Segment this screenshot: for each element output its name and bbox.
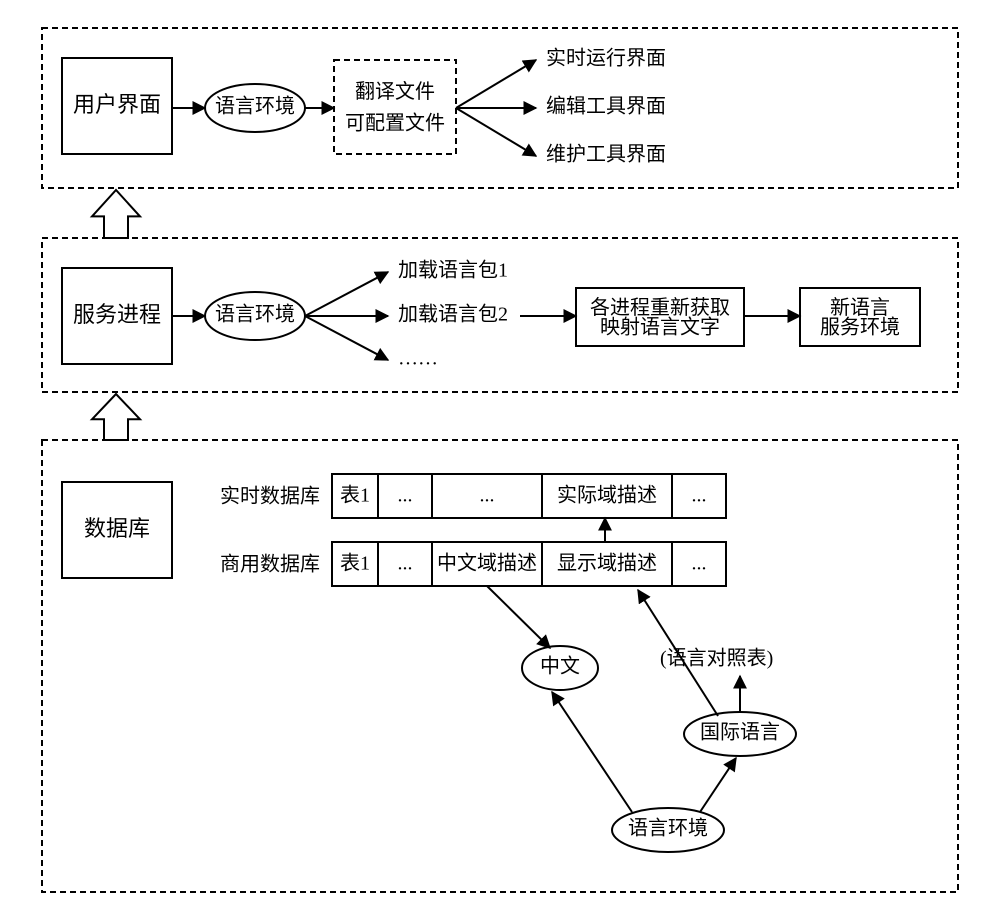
rt-table-cell-2-label: ... (480, 485, 495, 507)
cm-table-cell-1-label: ... (398, 553, 413, 575)
fanout-top-label-0: 实时运行界面 (546, 47, 666, 70)
box-database-label: 数据库 (84, 516, 150, 541)
rt-table-cell-3-label: 实际域描述 (557, 484, 657, 507)
dashed-files-line1: 可配置文件 (345, 111, 445, 134)
cm-table-cell-4-label: ... (692, 553, 707, 575)
fanout-mid-label-0: 加载语言包1 (398, 259, 508, 282)
ellipse-lang-env-mid-label: 语言环境 (215, 303, 295, 326)
rt-db-label: 实时数据库 (220, 485, 320, 508)
fanout-mid-label-1: 加载语言包2 (398, 303, 508, 326)
ellipse-lang-env-bot-label: 语言环境 (628, 817, 708, 840)
ellipse-lang-env-top-label: 语言环境 (215, 95, 295, 118)
arrow-fanout-mid-2 (305, 316, 388, 360)
ellipse-intl-label: 国际语言 (700, 721, 780, 744)
dashed-files-line0: 翻译文件 (355, 80, 435, 103)
cm-table-cell-2-label: 中文域描述 (437, 552, 537, 575)
arrow-fanout-mid-0 (305, 272, 388, 316)
arrow-cn-to-display (487, 586, 550, 648)
big-arrow-1 (92, 190, 140, 238)
panel-bottom (42, 440, 958, 892)
fanout-top-label-2: 维护工具界面 (546, 143, 666, 166)
box-new-env-line1: 服务环境 (820, 315, 900, 338)
box-proc-line1: 映射语言文字 (600, 315, 720, 338)
box-service-process-label: 服务进程 (73, 302, 161, 327)
cm-table-cell-3-label: 显示域描述 (557, 552, 657, 575)
dashed-files (334, 60, 456, 154)
ellipse-zh-label: 中文 (540, 655, 580, 678)
arrow-fanout-top-0 (456, 60, 536, 108)
cm-db-label: 商用数据库 (220, 553, 320, 576)
rt-table-cell-4-label: ... (692, 485, 707, 507)
rt-table-cell-1-label: ... (398, 485, 413, 507)
rt-table-cell-0-label: 表1 (340, 484, 370, 507)
big-arrow-2 (92, 394, 140, 440)
arrow-fanout-top-2 (456, 108, 536, 156)
arrow-env-to-intl (700, 758, 736, 812)
cm-table-cell-0-label: 表1 (340, 552, 370, 575)
fanout-mid-label-2: …… (398, 348, 438, 370)
fanout-top-label-1: 编辑工具界面 (546, 95, 666, 118)
box-user-interface-label: 用户界面 (73, 92, 161, 117)
arrow-env-to-zh (552, 692, 632, 812)
